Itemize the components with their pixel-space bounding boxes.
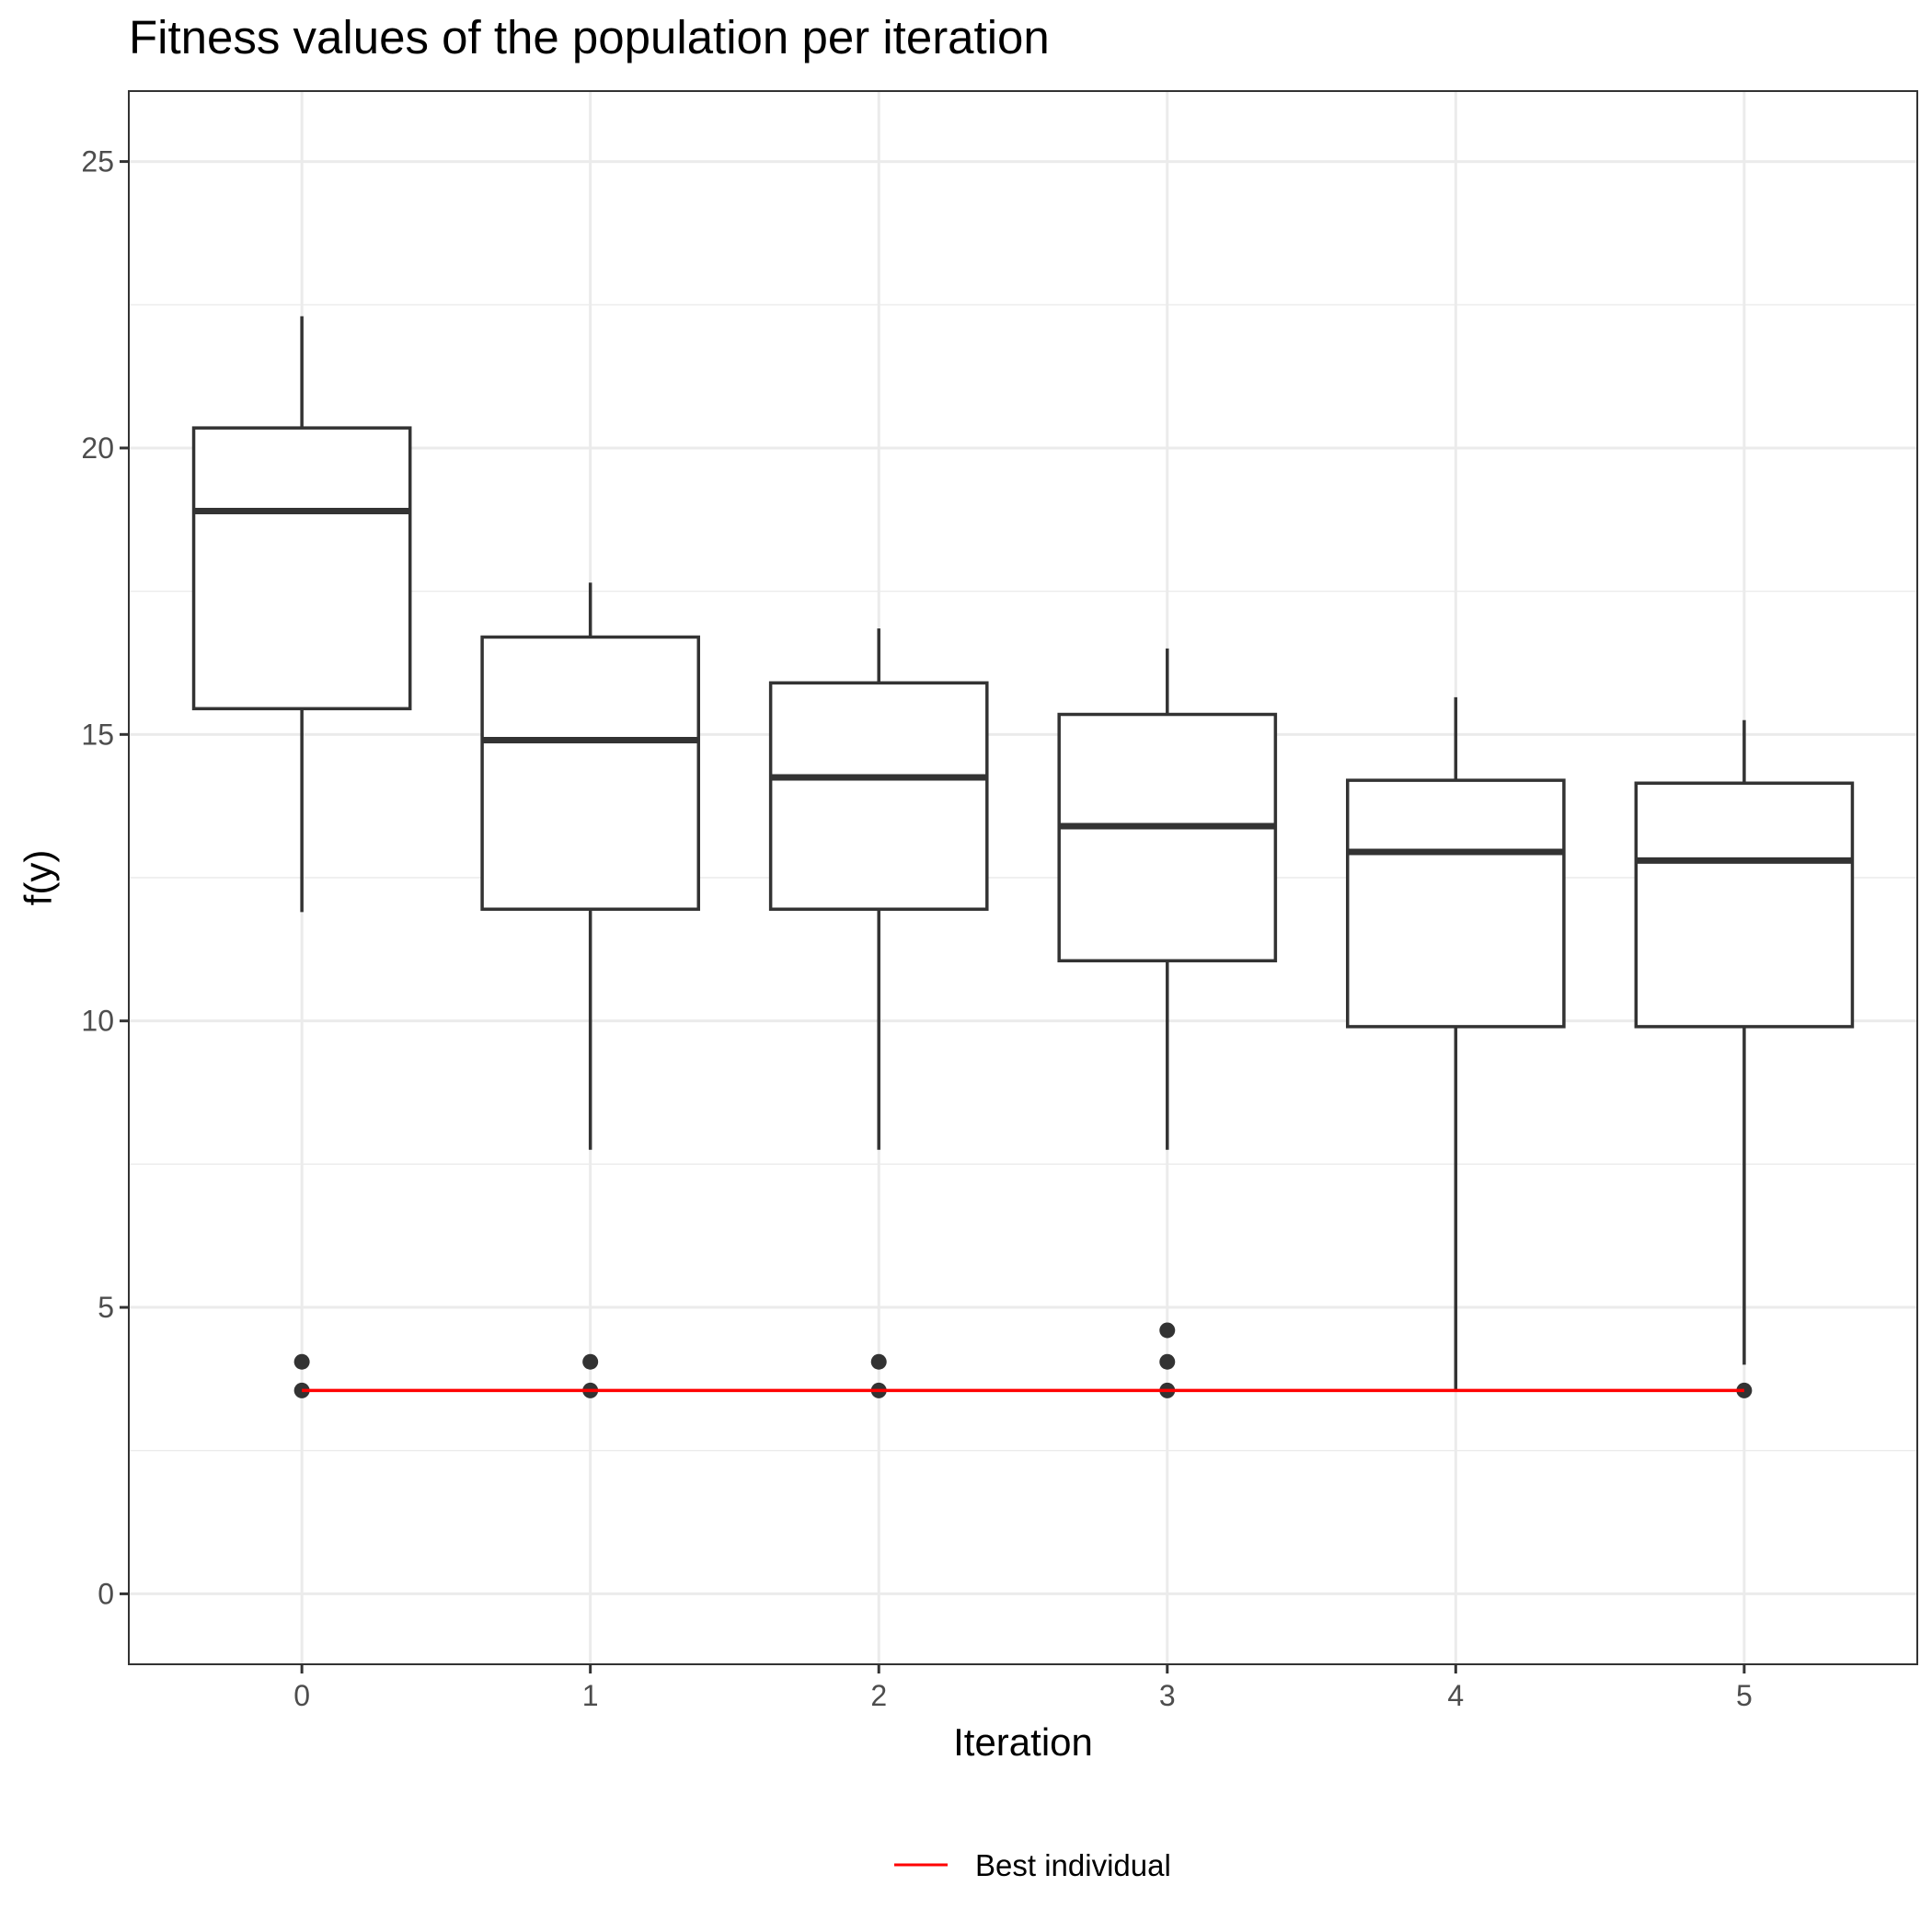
- box: [191, 426, 412, 711]
- y-tick-label: 20: [81, 431, 114, 465]
- outlier-point: [1159, 1322, 1176, 1339]
- box: [1634, 781, 1855, 1029]
- y-tick-label: 10: [81, 1005, 114, 1038]
- chart-title: Fitness values of the population per ite…: [129, 11, 1050, 63]
- x-axis-title: Iteration: [953, 1720, 1093, 1764]
- plot-panel-border: [128, 90, 1918, 1665]
- outlier-point: [870, 1353, 887, 1370]
- outlier-point: [582, 1353, 599, 1370]
- boxplot-0: [191, 316, 412, 1398]
- x-tick-label: 4: [1447, 1679, 1464, 1712]
- boxplot-5: [1634, 719, 1855, 1398]
- box: [768, 681, 989, 911]
- y-axis-title: f(y): [17, 850, 60, 906]
- legend-label-best-individual: Best individual: [975, 1848, 1171, 1882]
- y-tick-label: 15: [81, 718, 114, 751]
- boxplot-3: [1057, 648, 1278, 1398]
- y-tick-label: 5: [98, 1291, 114, 1324]
- boxplot-2: [768, 628, 989, 1398]
- boxplot-4: [1345, 696, 1566, 1391]
- boxplots: [191, 316, 1855, 1398]
- x-tick-label: 0: [293, 1679, 310, 1712]
- x-tick-label: 2: [870, 1679, 887, 1712]
- box: [480, 635, 701, 911]
- x-tick-label: 3: [1159, 1679, 1176, 1712]
- x-tick-label: 5: [1736, 1679, 1753, 1712]
- y-tick-label: 25: [81, 145, 114, 178]
- outlier-point: [293, 1353, 310, 1370]
- box: [1057, 712, 1278, 963]
- box: [1345, 778, 1566, 1029]
- outlier-point: [1159, 1353, 1176, 1370]
- x-tick-label: 1: [582, 1679, 599, 1712]
- axes: 0 5 10 15 20 25 0 1 2 3 4 5: [81, 145, 1752, 1712]
- legend: Best individual: [894, 1848, 1171, 1882]
- boxplot-1: [480, 582, 701, 1398]
- y-tick-label: 0: [98, 1577, 114, 1610]
